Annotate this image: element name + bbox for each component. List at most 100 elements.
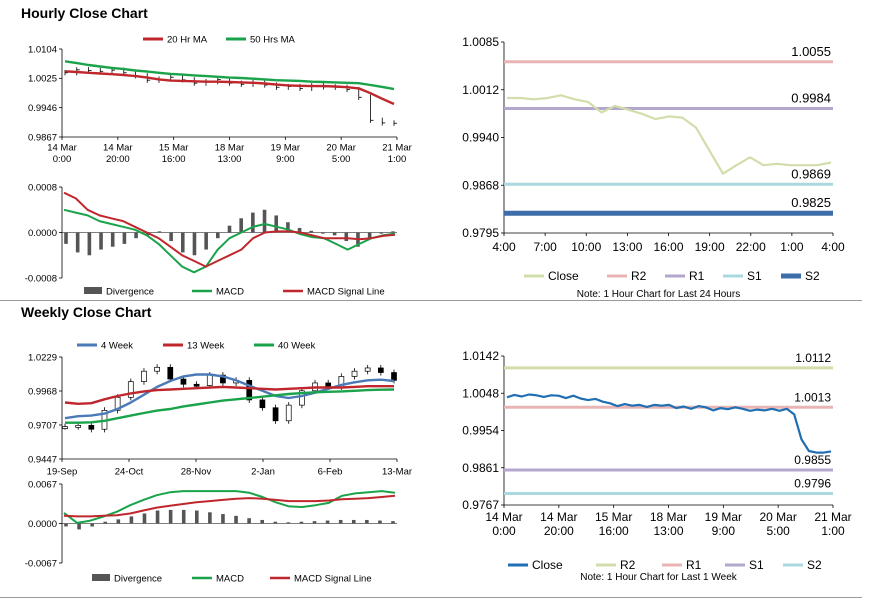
legend-label: S2	[805, 269, 820, 283]
x-tick-label: 20:00	[106, 154, 130, 165]
y-tick-label: 0.0067	[28, 479, 57, 490]
divergence-bar	[99, 232, 103, 250]
legend-label: 50 Hrs MA	[250, 34, 296, 45]
legend-label: 4 Week	[101, 340, 133, 351]
y-tick-label: 0.9968	[28, 386, 57, 397]
divergence-bar	[378, 520, 382, 524]
x-tick-label: 7:00	[533, 240, 557, 254]
y-tick-label: 1.0085	[462, 35, 499, 49]
divergence-bar	[87, 232, 92, 256]
divergence-bar	[168, 509, 173, 524]
legend-label: MACD	[216, 286, 244, 297]
legend-label: S1	[747, 269, 762, 283]
x-tick-label: 20:00	[544, 524, 574, 538]
level-label-r1: 0.9984	[791, 91, 831, 106]
price-candle	[285, 404, 292, 422]
divergence-bar	[367, 232, 372, 239]
x-tick-label: 19 Mar	[271, 143, 301, 154]
x-tick-label: 15 Mar	[159, 143, 189, 154]
y-tick-label: 1.0229	[28, 352, 57, 363]
divergence-bar	[208, 512, 212, 524]
legend-label: Close	[548, 269, 579, 283]
close-line	[507, 94, 832, 175]
close-line	[506, 393, 832, 454]
divergence-bar	[321, 232, 325, 234]
x-tick-label: 24-Oct	[115, 467, 144, 478]
legend-label: Close	[532, 558, 563, 572]
x-tick-label: 0:00	[492, 524, 516, 538]
divergence-bar	[64, 523, 68, 527]
x-tick-label: 1:00	[821, 524, 845, 538]
ma-line-4-week	[64, 373, 395, 420]
x-tick-label: 18 Mar	[650, 510, 687, 524]
legend-label: MACD	[216, 573, 244, 584]
price-candle	[220, 374, 226, 384]
y-tick-label: -0.0067	[25, 558, 57, 569]
y-tick-label: 0.9867	[28, 132, 57, 143]
x-tick-label: 13:00	[612, 240, 642, 254]
divergence-bar	[142, 513, 147, 524]
section-divider	[0, 300, 862, 301]
y-tick-label: 0.9707	[28, 420, 57, 431]
legend-label: R1	[686, 558, 702, 572]
divergence-bar	[169, 232, 173, 242]
level-label-s2: 0.9796	[794, 476, 831, 490]
legend-label: 40 Week	[278, 340, 316, 351]
x-tick-label: 1:00	[388, 154, 407, 165]
divergence-bar	[344, 232, 349, 242]
legend-label: MACD Signal Line	[294, 573, 372, 584]
legend-label: S2	[807, 558, 822, 572]
x-tick-label: 20 Mar	[326, 143, 356, 154]
divergence-bar	[227, 225, 232, 233]
x-tick-label: 28-Nov	[181, 467, 212, 478]
divergence-bar	[64, 232, 68, 244]
y-tick-label: 1.0048	[462, 386, 499, 400]
divergence-bar	[262, 209, 267, 233]
legend-label: R1	[689, 269, 705, 283]
x-tick-label: 0:00	[53, 154, 72, 165]
x-tick-label: 5:00	[766, 524, 790, 538]
price-candle	[75, 424, 82, 428]
y-tick-label: -0.0008	[25, 273, 57, 284]
y-tick-label: 1.0142	[462, 349, 499, 363]
y-tick-label: 0.9767	[462, 498, 499, 512]
price-candle	[193, 383, 200, 387]
level-label-s2: 0.9825	[791, 195, 831, 210]
legend-swatch	[84, 287, 102, 294]
hourly-section-title: Hourly Close Chart	[21, 5, 148, 21]
divergence-bar	[286, 522, 291, 524]
legend-label: 20 Hr MA	[167, 34, 208, 45]
x-tick-label: 13-Mar	[382, 467, 412, 478]
divergence-bar	[181, 509, 186, 524]
x-tick-label: 10:00	[571, 240, 601, 254]
macd-line-macd	[63, 490, 396, 524]
bottom-divider	[0, 597, 862, 598]
divergence-bar	[351, 519, 356, 524]
price-candle	[154, 366, 160, 372]
y-tick-label: 1.0104	[28, 44, 57, 55]
divergence-bar	[75, 232, 80, 253]
level-label-r1: 1.0013	[794, 390, 831, 404]
x-tick-label: 13:00	[653, 524, 683, 538]
x-tick-label: 14 Mar	[485, 510, 522, 524]
divergence-bar	[216, 232, 220, 239]
x-tick-label: 4:00	[492, 240, 516, 254]
divergence-bar	[391, 521, 395, 524]
price-candle	[351, 370, 358, 377]
y-tick-label: 0.9861	[462, 461, 499, 475]
divergence-bar	[129, 516, 134, 524]
x-tick-label: 5:00	[332, 154, 351, 165]
divergence-bar	[204, 232, 208, 250]
price-candle	[246, 379, 253, 401]
divergence-bar	[286, 222, 290, 233]
x-tick-label: 15 Mar	[595, 510, 632, 524]
y-tick-label: 0.9940	[462, 131, 499, 145]
divergence-bar	[297, 227, 302, 233]
x-tick-label: 14 Mar	[103, 143, 133, 154]
divergence-bar	[325, 520, 330, 524]
y-tick-label: 0.9868	[462, 178, 499, 192]
